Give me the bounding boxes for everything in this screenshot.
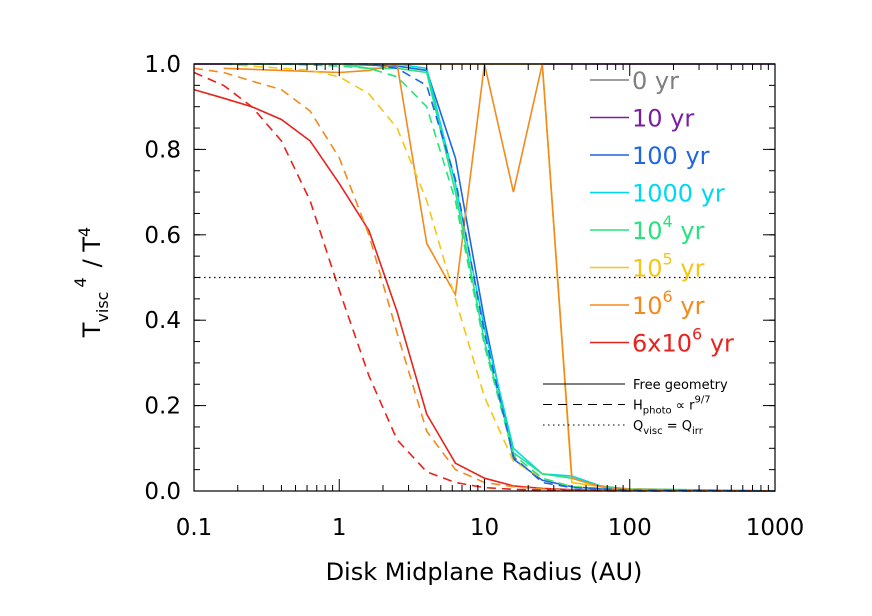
y-axis-title-slash: / T xyxy=(78,237,106,268)
legend-entry-base: 100 yr xyxy=(632,142,710,170)
series-line-8 xyxy=(193,67,776,492)
tick-labels-layer: 0.1 1 10 100 1000 0.0 0.2 0.4 0.6 0.8 1.0 xyxy=(144,52,804,541)
legend-entry-sup: 5 xyxy=(663,250,673,269)
series-line-9 xyxy=(193,71,775,492)
legend-entry-sup: 4 xyxy=(663,212,673,231)
legend-entry: 1000 yr xyxy=(632,180,725,208)
y-axis-title: Tvisc4/ T4 xyxy=(71,227,112,338)
legend-entry-base: 10 xyxy=(632,255,663,283)
series-line-12 xyxy=(223,63,776,492)
legend-entry-base: 1000 yr xyxy=(632,180,725,208)
legend-entry-base: 6x10 xyxy=(632,330,692,358)
legend-entry-base: 10 yr xyxy=(632,105,694,133)
y-axis-title-sub: visc xyxy=(93,292,112,323)
style-legend-text: H xyxy=(633,399,643,414)
style-legend-sub: visc xyxy=(643,426,662,437)
legend-entry: 10 yr xyxy=(632,105,694,133)
y-axis-title-sup1: 4 xyxy=(71,277,90,287)
style-legend-text2: ∝ r xyxy=(672,399,696,414)
x-tick-label: 100 xyxy=(608,515,652,541)
style-legend-sub2: irr xyxy=(692,426,704,437)
series-line-6 xyxy=(223,63,776,492)
legend-entry: 105 yr xyxy=(632,250,705,283)
x-tick-label: 0.1 xyxy=(176,515,213,541)
y-tick-label: 1.0 xyxy=(144,52,181,78)
style-legend-entry: Qvisc = Qirr xyxy=(633,419,704,437)
style-legend: Free geometry Hphoto ∝ r9/7 Qvisc = Qirr xyxy=(543,378,728,437)
legend-entry: 104 yr xyxy=(632,212,705,245)
x-tick-label: 1000 xyxy=(746,515,805,541)
legend-entry: 6x106 yr xyxy=(632,325,734,358)
legend-entry: 106 yr xyxy=(632,287,705,320)
legend-entry-rest: yr xyxy=(673,255,705,283)
y-axis-title-sup2: 4 xyxy=(75,227,94,237)
y-tick-label: 0.8 xyxy=(144,137,181,163)
legend-entry-base: 0 yr xyxy=(632,67,679,95)
x-axis-title: Disk Midplane Radius (AU) xyxy=(326,558,643,586)
style-legend-text2: = Q xyxy=(663,419,692,434)
x-tick-label: 1 xyxy=(332,515,347,541)
x-tick-label: 10 xyxy=(470,515,499,541)
y-tick-label: 0.6 xyxy=(144,223,181,249)
legend-entry-rest: yr xyxy=(702,330,734,358)
y-tick-label: 0.4 xyxy=(144,308,181,334)
legend-entry: 0 yr xyxy=(632,67,679,95)
y-tick-label: 0.0 xyxy=(144,479,181,505)
style-legend-text: Free geometry xyxy=(633,378,728,393)
legend-entry-base: 10 xyxy=(632,217,663,245)
legend-entry-sup: 6 xyxy=(663,287,673,306)
style-legend-sup: 9/7 xyxy=(695,395,711,406)
style-legend-text: Q xyxy=(633,419,643,434)
style-legend-sub: photo xyxy=(643,406,672,417)
legend-entry: 100 yr xyxy=(632,142,710,170)
legend-entry-rest: yr xyxy=(673,292,705,320)
style-legend-entry: Free geometry xyxy=(633,378,728,393)
y-tick-label: 0.2 xyxy=(144,394,181,420)
legend-entry-sup: 6 xyxy=(692,325,702,344)
legend-entry-rest: yr xyxy=(673,217,705,245)
style-legend-entry: Hphoto ∝ r9/7 xyxy=(633,395,711,417)
ticks-layer xyxy=(193,63,776,492)
legend-entry-base: 10 xyxy=(632,292,663,320)
y-axis-title-main: T xyxy=(78,322,106,338)
series-line-11 xyxy=(223,63,776,492)
